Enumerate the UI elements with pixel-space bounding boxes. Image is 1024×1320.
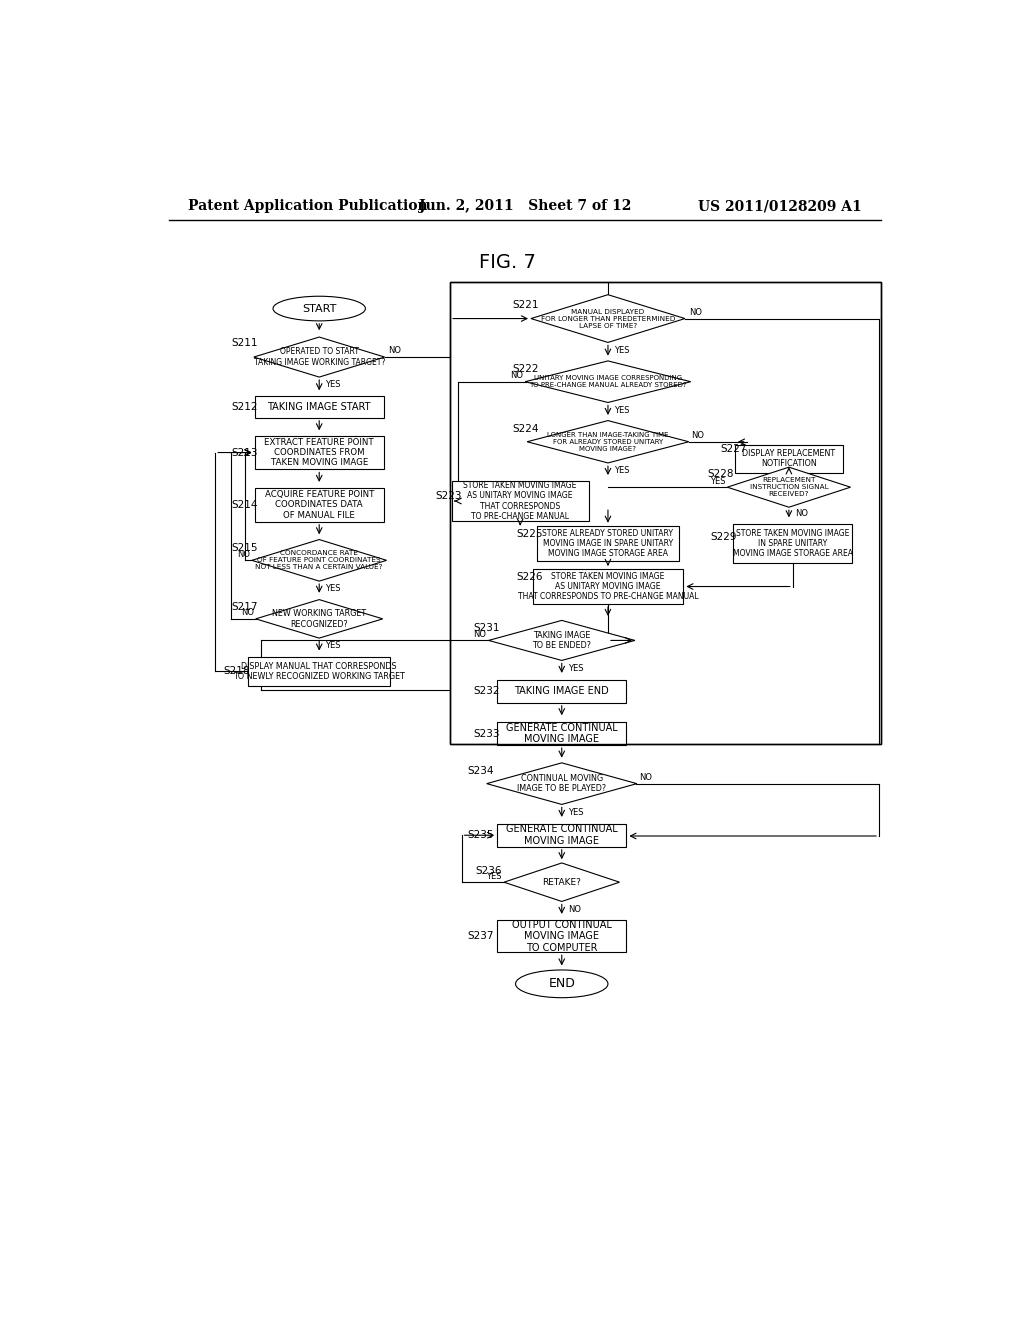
Bar [733, 524, 852, 562]
Bar [255, 488, 384, 521]
Text: OPERATED TO START
TAKING IMAGE WORKING TARGET?: OPERATED TO START TAKING IMAGE WORKING T… [254, 347, 385, 367]
Polygon shape [486, 763, 637, 804]
Text: S211: S211 [231, 338, 258, 348]
Text: NO: NO [689, 308, 701, 317]
Text: S225: S225 [516, 529, 543, 539]
Polygon shape [488, 620, 635, 660]
Bar [452, 480, 589, 521]
Text: NO: NO [241, 609, 254, 618]
Text: GENERATE CONTINUAL
MOVING IMAGE: GENERATE CONTINUAL MOVING IMAGE [506, 723, 617, 744]
Text: DISPLAY MANUAL THAT CORRESPONDS
TO NEWLY RECOGNIZED WORKING TARGET: DISPLAY MANUAL THAT CORRESPONDS TO NEWLY… [233, 661, 406, 681]
Text: TAKING IMAGE
TO BE ENDED?: TAKING IMAGE TO BE ENDED? [532, 631, 591, 651]
Text: END: END [548, 977, 575, 990]
Text: S222: S222 [512, 364, 539, 375]
Text: FIG. 7: FIG. 7 [479, 253, 537, 272]
Text: NO: NO [691, 432, 705, 440]
Polygon shape [525, 360, 691, 403]
Bar [255, 436, 384, 470]
Text: S212: S212 [231, 403, 258, 412]
Text: S217: S217 [231, 602, 258, 611]
Text: NO: NO [568, 904, 581, 913]
Text: S233: S233 [474, 729, 500, 739]
Bar [497, 722, 627, 744]
Text: S232: S232 [474, 686, 500, 696]
Polygon shape [727, 467, 851, 507]
Polygon shape [256, 599, 383, 638]
Polygon shape [254, 337, 385, 378]
Text: UNITARY MOVING IMAGE CORRESPONDING
TO PRE-CHANGE MANUAL ALREADY STORED?: UNITARY MOVING IMAGE CORRESPONDING TO PR… [529, 375, 687, 388]
Text: YES: YES [614, 346, 630, 355]
Polygon shape [527, 421, 689, 463]
Text: S213: S213 [231, 447, 258, 458]
Bar [497, 824, 627, 847]
Text: Jun. 2, 2011   Sheet 7 of 12: Jun. 2, 2011 Sheet 7 of 12 [419, 199, 631, 213]
Text: S214: S214 [231, 500, 258, 510]
Polygon shape [252, 540, 387, 581]
Text: S231: S231 [474, 623, 500, 634]
Text: REPLACEMENT
INSTRUCTION SIGNAL
RECEIVED?: REPLACEMENT INSTRUCTION SIGNAL RECEIVED? [750, 478, 828, 498]
Bar [497, 920, 627, 952]
Text: NO: NO [473, 630, 486, 639]
Text: START: START [302, 304, 337, 314]
Text: S218: S218 [223, 667, 250, 676]
Text: YES: YES [614, 466, 630, 475]
Text: GENERATE CONTINUAL
MOVING IMAGE: GENERATE CONTINUAL MOVING IMAGE [506, 825, 617, 846]
Text: NO: NO [795, 510, 808, 517]
Text: RETAKE?: RETAKE? [543, 878, 582, 887]
Text: EXTRACT FEATURE POINT
COORDINATES FROM
TAKEN MOVING IMAGE: EXTRACT FEATURE POINT COORDINATES FROM T… [264, 438, 374, 467]
Text: NEW WORKING TARGET
RECOGNIZED?: NEW WORKING TARGET RECOGNIZED? [272, 609, 367, 628]
Text: S221: S221 [512, 300, 539, 310]
Text: S236: S236 [475, 866, 502, 876]
Text: YES: YES [568, 808, 584, 817]
Text: ACQUIRE FEATURE POINT
COORDINATES DATA
OF MANUAL FILE: ACQUIRE FEATURE POINT COORDINATES DATA O… [264, 490, 374, 520]
Text: TAKING IMAGE START: TAKING IMAGE START [267, 403, 371, 412]
Text: NO: NO [639, 774, 651, 781]
Text: YES: YES [326, 640, 341, 649]
Text: OUTPUT CONTINUAL
MOVING IMAGE
TO COMPUTER: OUTPUT CONTINUAL MOVING IMAGE TO COMPUTE… [512, 920, 611, 953]
Text: NO: NO [388, 346, 401, 355]
Text: STORE TAKEN MOVING IMAGE
IN SPARE UNITARY
MOVING IMAGE STORAGE AREA: STORE TAKEN MOVING IMAGE IN SPARE UNITAR… [733, 528, 853, 558]
Text: S215: S215 [231, 543, 258, 553]
Text: YES: YES [486, 871, 502, 880]
Polygon shape [531, 294, 685, 342]
Bar [451, 281, 882, 743]
Bar [451, 281, 882, 743]
Text: S234: S234 [468, 767, 494, 776]
Text: STORE ALREADY STORED UNITARY
MOVING IMAGE IN SPARE UNITARY
MOVING IMAGE STORAGE : STORE ALREADY STORED UNITARY MOVING IMAG… [543, 528, 674, 558]
Text: STORE TAKEN MOVING IMAGE
AS UNITARY MOVING IMAGE
THAT CORRESPONDS
TO PRE-CHANGE : STORE TAKEN MOVING IMAGE AS UNITARY MOVI… [464, 480, 577, 521]
Ellipse shape [515, 970, 608, 998]
Text: YES: YES [711, 477, 726, 486]
Text: Patent Application Publication: Patent Application Publication [188, 199, 428, 213]
Text: S228: S228 [707, 469, 733, 479]
Bar [248, 656, 390, 686]
Text: MANUAL DISPLAYED
FOR LONGER THAN PREDETERMINED
LAPSE OF TIME?: MANUAL DISPLAYED FOR LONGER THAN PREDETE… [541, 309, 675, 329]
Text: NO: NO [237, 549, 250, 558]
Text: YES: YES [614, 405, 630, 414]
Text: YES: YES [326, 583, 341, 593]
Bar [497, 680, 627, 702]
Ellipse shape [273, 296, 366, 321]
Text: CONCORDANCE RATE
OF FEATURE POINT COORDINATES
NOT LESS THAN A CERTAIN VALUE?: CONCORDANCE RATE OF FEATURE POINT COORDI… [255, 550, 383, 570]
Text: LONGER THAN IMAGE-TAKING TIME
FOR ALREADY STORED UNITARY
MOVING IMAGE?: LONGER THAN IMAGE-TAKING TIME FOR ALREAD… [547, 432, 669, 451]
Text: TAKING IMAGE END: TAKING IMAGE END [514, 686, 609, 696]
Bar [255, 396, 384, 418]
Text: S235: S235 [468, 830, 494, 841]
Bar [537, 525, 679, 561]
Text: S223: S223 [435, 491, 462, 500]
Text: YES: YES [568, 664, 584, 673]
Text: US 2011/0128209 A1: US 2011/0128209 A1 [698, 199, 862, 213]
Text: CONTINUAL MOVING
IMAGE TO BE PLAYED?: CONTINUAL MOVING IMAGE TO BE PLAYED? [517, 774, 606, 793]
Text: S224: S224 [512, 425, 539, 434]
Text: S229: S229 [710, 532, 736, 543]
Polygon shape [504, 863, 620, 902]
Bar [735, 445, 843, 473]
Text: S237: S237 [468, 931, 494, 941]
Text: DISPLAY REPLACEMENT
NOTIFICATION: DISPLAY REPLACEMENT NOTIFICATION [742, 449, 836, 469]
Text: YES: YES [326, 380, 341, 389]
Text: S226: S226 [516, 573, 543, 582]
Text: STORE TAKEN MOVING IMAGE
AS UNITARY MOVING IMAGE
THAT CORRESPONDS TO PRE-CHANGE : STORE TAKEN MOVING IMAGE AS UNITARY MOVI… [518, 572, 698, 602]
Text: NO: NO [510, 371, 523, 380]
Bar [532, 569, 683, 605]
Text: S227: S227 [720, 445, 746, 454]
